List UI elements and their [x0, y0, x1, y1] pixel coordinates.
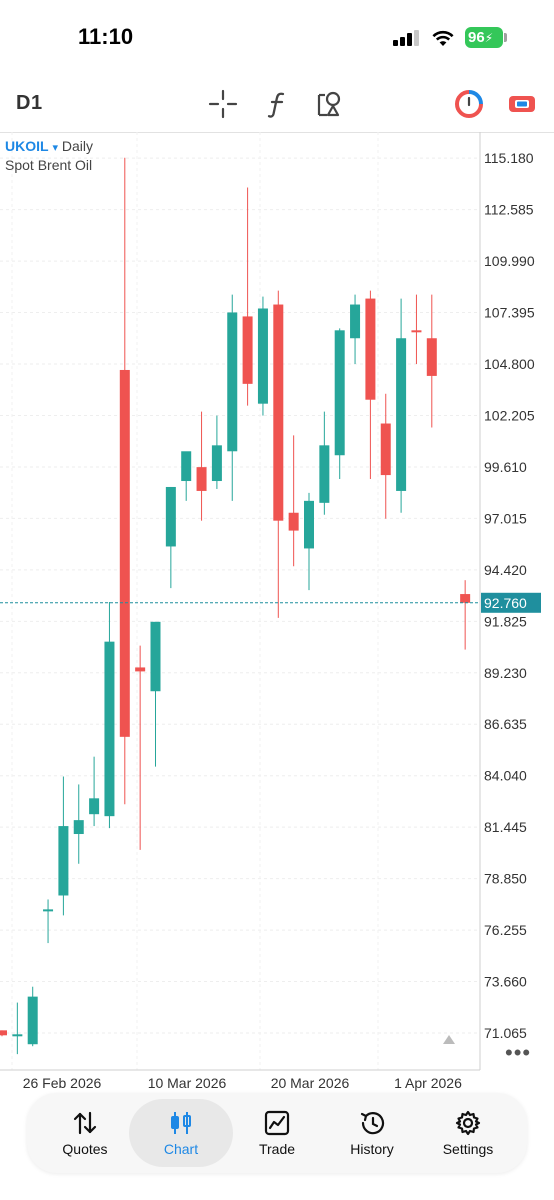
- y-tick-label: 78.850: [484, 871, 527, 887]
- y-tick-label: 91.825: [484, 613, 527, 629]
- timeframe-button[interactable]: D1: [16, 92, 43, 114]
- y-tick-label: 81.445: [484, 819, 527, 835]
- nav-quotes-label: Quotes: [62, 1141, 108, 1157]
- more-options-icon[interactable]: •••: [505, 1040, 532, 1065]
- window-toggle-icon[interactable]: [506, 88, 538, 120]
- candle-body: [319, 445, 330, 503]
- battery-indicator: 96⚡: [465, 27, 503, 48]
- y-tick-label: 71.065: [484, 1025, 527, 1041]
- history-clock-icon: [360, 1112, 385, 1135]
- nav-trade[interactable]: Trade: [229, 1099, 325, 1167]
- candle-body: [304, 500, 314, 549]
- objects-icon[interactable]: [315, 88, 347, 120]
- candle-body: [460, 594, 471, 603]
- current-price-badge: [481, 592, 541, 613]
- symbol-timeframe: Daily: [61, 138, 93, 154]
- candles: [0, 157, 471, 1055]
- candle-body: [0, 1030, 7, 1036]
- price-axis: 115.180 112.585 109.990 107.395 104.800 102.2…: [479, 132, 535, 1070]
- y-tick-label: 115.180: [484, 150, 534, 166]
- candle-body: [227, 312, 238, 452]
- candle-body: [12, 1034, 23, 1037]
- candle-body: [396, 338, 407, 491]
- candle-body: [411, 330, 422, 333]
- y-tick-label: 73.660: [484, 974, 527, 990]
- symbol-description: Spot Brent Oil: [5, 157, 93, 173]
- bottom-nav: Quotes Chart Trade History: [27, 1093, 527, 1173]
- settings-gear-icon: [455, 1110, 481, 1136]
- candle-body: [350, 304, 361, 339]
- trade-chart-icon: [264, 1110, 290, 1136]
- candle-body: [119, 369, 130, 737]
- candle-body: [380, 423, 391, 476]
- nav-history[interactable]: History: [324, 1099, 420, 1167]
- x-tick-label: 10 Mar 2026: [148, 1075, 227, 1091]
- y-tick-label: 86.635: [484, 716, 527, 732]
- candle-body: [334, 330, 345, 456]
- status-bar: 11:10 96⚡: [0, 0, 554, 75]
- candle-body: [89, 798, 100, 815]
- candle-body: [27, 996, 38, 1045]
- candle-body: [135, 667, 146, 672]
- candle-body: [288, 512, 299, 531]
- time-axis: 26 Feb 2026 10 Mar 2026 20 Mar 2026 1 Apr 2…: [0, 1035, 480, 1091]
- clock-toggle-icon[interactable]: [453, 88, 485, 120]
- y-tick-label: 94.420: [484, 562, 527, 578]
- nav-settings[interactable]: Settings: [420, 1099, 516, 1167]
- symbol-dropdown-icon[interactable]: ▾: [52, 142, 58, 154]
- candle-body: [242, 316, 253, 384]
- candle-body: [211, 445, 222, 482]
- x-tick-label: 26 Feb 2026: [23, 1075, 102, 1091]
- candle-body: [58, 826, 69, 896]
- candle-body: [165, 486, 176, 547]
- cellular-signal-icon: [393, 30, 421, 46]
- nav-settings-label: Settings: [442, 1141, 494, 1157]
- candle-body: [196, 467, 207, 491]
- nav-quotes[interactable]: Quotes: [37, 1099, 133, 1167]
- candle-body: [365, 298, 376, 400]
- chart-area[interactable]: 92.760 115.180 112.585 109.990 107.395 104.8…: [0, 132, 554, 1092]
- y-tick-label: 97.015: [484, 510, 527, 526]
- candle-body: [43, 909, 54, 912]
- y-tick-label: 89.230: [484, 665, 527, 681]
- wifi-icon: [432, 30, 454, 46]
- candle-body: [104, 641, 115, 817]
- chart-toolbar: D1: [0, 78, 554, 130]
- quotes-arrows-icon: [73, 1111, 97, 1135]
- y-tick-label: 104.800: [484, 356, 535, 372]
- y-tick-label: 109.990: [484, 253, 535, 269]
- chart-candles-icon: [171, 1112, 191, 1134]
- candle-body: [150, 621, 161, 692]
- candle-body: [73, 820, 84, 835]
- candle-body: [257, 308, 268, 404]
- nav-trade-label: Trade: [258, 1141, 296, 1157]
- x-tick-label: 1 Apr 2026: [394, 1075, 462, 1091]
- current-price: 92.760: [0, 592, 541, 613]
- y-tick-label: 84.040: [484, 768, 527, 784]
- y-tick-label: 107.395: [484, 305, 535, 321]
- crosshair-icon[interactable]: [207, 88, 239, 120]
- candle-body: [273, 304, 284, 521]
- candle-body: [426, 338, 437, 376]
- y-tick-label: 112.585: [484, 202, 534, 218]
- indicator-f-icon[interactable]: [262, 88, 294, 120]
- chart-grid: [0, 132, 554, 1070]
- nav-history-label: History: [350, 1141, 394, 1157]
- symbol-label[interactable]: UKOIL ▾ Daily: [5, 138, 93, 154]
- candlestick-chart[interactable]: 92.760 115.180 112.585 109.990 107.395 104.8…: [0, 132, 554, 1092]
- y-tick-label: 99.610: [484, 459, 527, 475]
- nav-chart[interactable]: Chart: [129, 1099, 233, 1167]
- battery-level: 96: [468, 29, 485, 46]
- charging-bolt-icon: ⚡: [484, 31, 494, 45]
- y-tick-label: 102.205: [484, 407, 535, 423]
- current-price-label: 92.760: [484, 595, 527, 611]
- status-time: 11:10: [78, 24, 134, 49]
- y-tick-label: 76.255: [484, 922, 527, 938]
- candle-body: [181, 451, 192, 482]
- battery-tip: [504, 33, 507, 42]
- nav-chart-label: Chart: [163, 1141, 199, 1157]
- symbol-name[interactable]: UKOIL: [5, 138, 49, 154]
- x-tick-label: 20 Mar 2026: [271, 1075, 350, 1091]
- scroll-end-marker: [443, 1035, 455, 1044]
